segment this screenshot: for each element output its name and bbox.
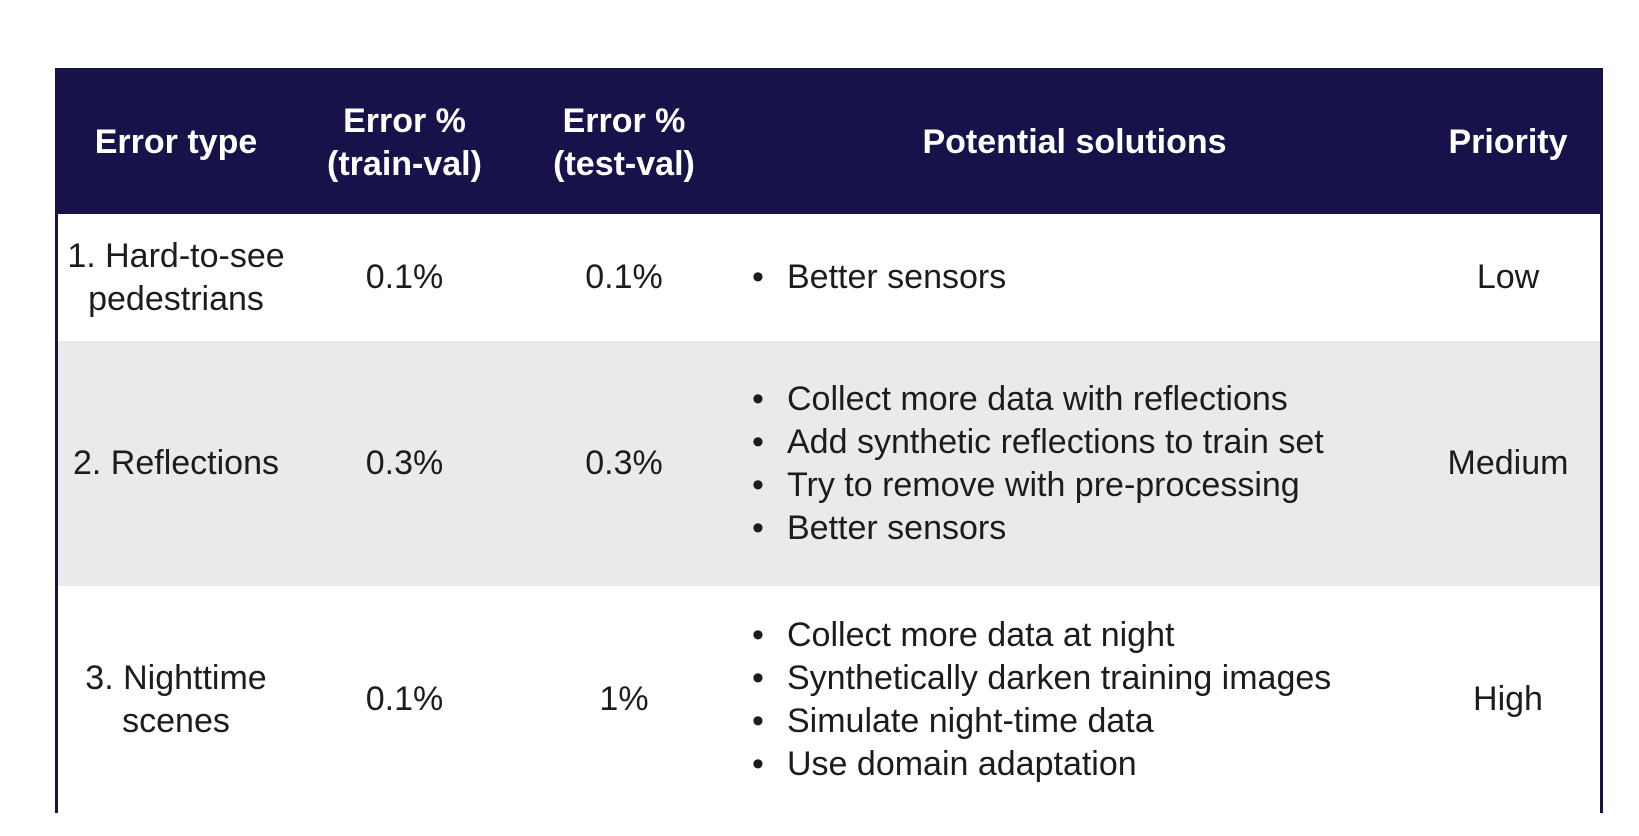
solution-item: • Better sensors	[749, 256, 1410, 299]
bullet-icon: •	[752, 658, 764, 697]
test-val-cell: 0.1%	[585, 258, 663, 296]
solution-item: • Collect more data at night	[749, 614, 1410, 657]
error-type-cell: 2. Reflections	[73, 444, 279, 482]
solutions-list: • Collect more data with reflections • Add…	[749, 378, 1410, 550]
header-error-type: Error type	[94, 123, 258, 161]
solution-item: • Use domain adaptation	[749, 743, 1410, 786]
solution-item: • Collect more data with reflections	[749, 378, 1410, 421]
header-error-train-val: Error % (train-val)	[327, 101, 482, 183]
priority-cell: High	[1473, 680, 1543, 718]
error-analysis-table: Error type Error % (train-val) Error % (…	[55, 68, 1603, 813]
test-val-cell: 1%	[599, 680, 649, 718]
solution-item: • Try to remove with pre-processing	[749, 464, 1410, 507]
table-row: 1. Hard-to-see pedestrians 0.1% 0.1% • Be…	[58, 214, 1600, 341]
table-row: 3. Nighttime scenes 0.1% 1% • Collect mor…	[58, 586, 1600, 813]
header-error-test-val: Error % (test-val)	[553, 101, 695, 183]
table-row: 2. Reflections 0.3% 0.3% • Collect more d…	[58, 341, 1600, 586]
solution-item: • Synthetically darken training images	[749, 657, 1410, 700]
solutions-list: • Better sensors	[749, 256, 1410, 299]
solution-item: • Add synthetic reflections to train set	[749, 421, 1410, 464]
priority-cell: Medium	[1447, 444, 1569, 482]
error-table: Error type Error % (train-val) Error % (…	[58, 71, 1600, 813]
error-type-cell: 3. Nighttime scenes	[85, 658, 267, 740]
bullet-icon: •	[752, 508, 764, 547]
solution-item: • Better sensors	[749, 507, 1410, 550]
header-priority: Priority	[1448, 123, 1568, 161]
bullet-icon: •	[752, 422, 764, 461]
train-val-cell: 0.1%	[365, 680, 444, 718]
test-val-cell: 0.3%	[585, 444, 663, 482]
bullet-icon: •	[752, 258, 764, 296]
table-header: Error type Error % (train-val) Error % (…	[58, 71, 1600, 214]
bullet-icon: •	[752, 701, 764, 740]
header-potential-solutions: Potential solutions	[922, 123, 1227, 161]
header-row: Error type Error % (train-val) Error % (…	[58, 71, 1600, 214]
bullet-icon: •	[752, 465, 764, 504]
solution-item: • Simulate night-time data	[749, 700, 1410, 743]
solutions-cell: • Better sensors	[733, 214, 1416, 341]
train-val-cell: 0.3%	[365, 444, 444, 482]
bullet-icon: •	[752, 744, 764, 783]
error-type-cell: 1. Hard-to-see pedestrians	[67, 236, 285, 318]
bullet-icon: •	[752, 615, 764, 654]
solutions-cell: • Collect more data at night • Synthetical…	[733, 586, 1416, 813]
solutions-list: • Collect more data at night • Synthetical…	[749, 614, 1410, 786]
train-val-cell: 0.1%	[365, 258, 444, 296]
priority-cell: Low	[1476, 258, 1540, 296]
bullet-icon: •	[752, 379, 764, 418]
solutions-cell: • Collect more data with reflections • Add…	[733, 341, 1416, 586]
